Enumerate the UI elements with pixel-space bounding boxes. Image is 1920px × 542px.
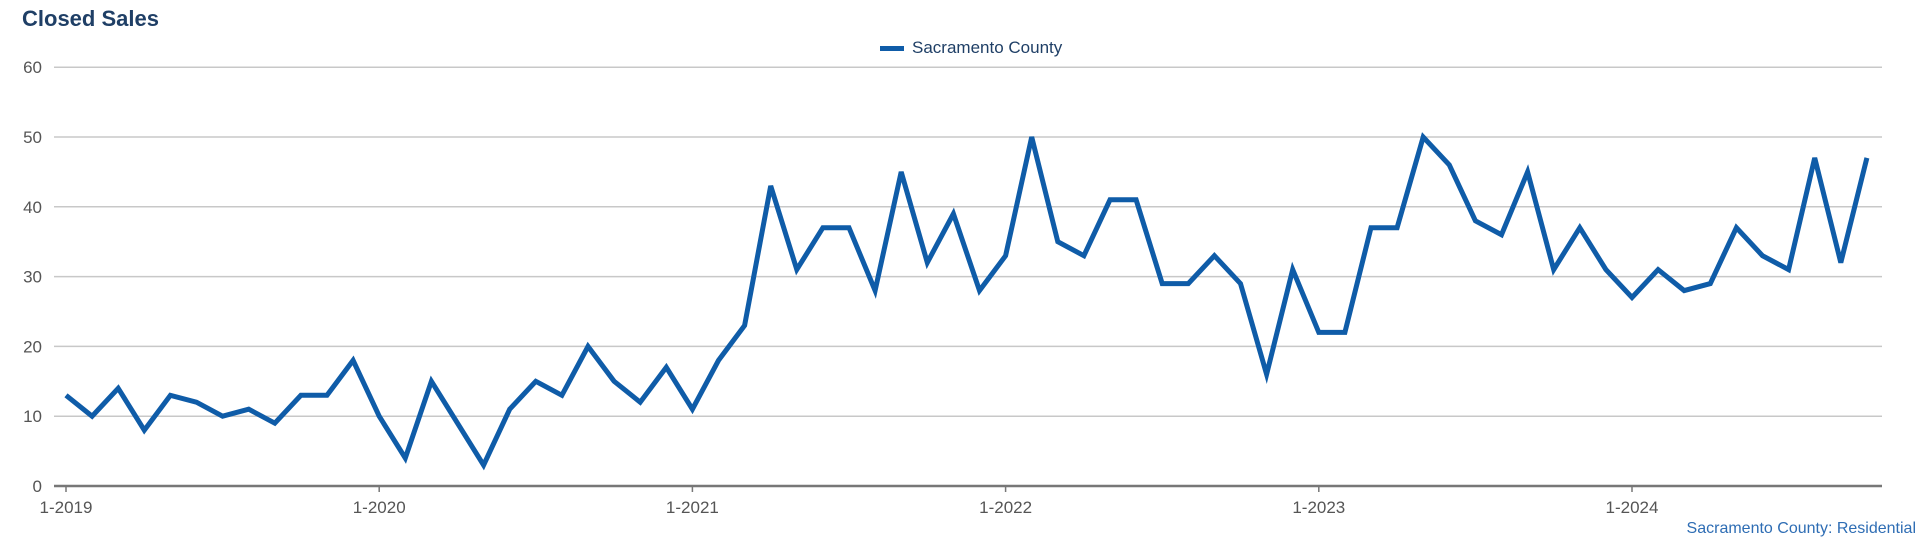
source-note: Sacramento County: Residential (1686, 520, 1916, 537)
data-point[interactable] (1525, 169, 1531, 175)
data-point[interactable] (272, 420, 278, 426)
data-point[interactable] (1603, 267, 1609, 273)
data-point[interactable] (1420, 134, 1426, 140)
data-point[interactable] (611, 378, 617, 384)
data-point[interactable] (1812, 155, 1818, 161)
data-point[interactable] (1733, 225, 1739, 231)
data-point[interactable] (1107, 197, 1113, 203)
x-tick-label: 1-2022 (979, 498, 1032, 517)
data-point[interactable] (194, 399, 200, 405)
y-tick-label: 60 (23, 58, 42, 77)
x-tick-label: 1-2021 (666, 498, 719, 517)
x-tick-label: 1-2024 (1606, 498, 1659, 517)
y-tick-label: 50 (23, 128, 42, 147)
data-point[interactable] (1629, 295, 1635, 301)
data-point[interactable] (324, 392, 330, 398)
chart-title: Closed Sales (22, 6, 159, 31)
data-point[interactable] (1211, 253, 1217, 259)
data-point[interactable] (63, 392, 69, 398)
data-point[interactable] (1577, 225, 1583, 231)
y-tick-label: 0 (33, 477, 42, 496)
data-point[interactable] (1055, 239, 1061, 245)
y-tick-label: 30 (23, 268, 42, 287)
data-point[interactable] (481, 462, 487, 468)
data-point[interactable] (350, 357, 356, 363)
data-point[interactable] (1864, 155, 1870, 161)
data-point[interactable] (533, 378, 539, 384)
data-point[interactable] (402, 455, 408, 461)
data-point[interactable] (1499, 232, 1505, 238)
data-point[interactable] (141, 427, 147, 433)
data-point[interactable] (585, 343, 591, 349)
data-point[interactable] (1290, 267, 1296, 273)
data-point[interactable] (794, 267, 800, 273)
data-point[interactable] (1838, 260, 1844, 266)
data-point[interactable] (742, 322, 748, 328)
data-point[interactable] (1472, 218, 1478, 224)
y-axis: 0 10 20 30 40 50 60 (23, 58, 42, 496)
data-point[interactable] (89, 413, 95, 419)
data-point[interactable] (1786, 267, 1792, 273)
series-layer (63, 132, 1870, 471)
data-point[interactable] (455, 420, 461, 426)
data-point[interactable] (716, 357, 722, 363)
data-point[interactable] (1316, 329, 1322, 335)
x-tick-label: 1-2023 (1292, 498, 1345, 517)
data-point[interactable] (689, 406, 695, 412)
data-point[interactable] (1264, 371, 1270, 377)
data-point[interactable] (1681, 288, 1687, 294)
data-point[interactable] (1185, 281, 1191, 287)
x-tick-label: 1-2020 (353, 498, 406, 517)
data-point[interactable] (428, 378, 434, 384)
x-tick-label: 1-2019 (40, 498, 93, 517)
data-point[interactable] (1159, 281, 1165, 287)
data-point[interactable] (559, 392, 565, 398)
data-point[interactable] (1368, 225, 1374, 231)
data-point[interactable] (663, 364, 669, 370)
data-point[interactable] (820, 225, 826, 231)
gridlines (54, 66, 1882, 488)
data-point[interactable] (507, 406, 513, 412)
data-point[interactable] (1394, 225, 1400, 231)
data-point[interactable] (1760, 253, 1766, 259)
data-point[interactable] (1133, 197, 1139, 203)
legend-label: Sacramento County (912, 38, 1063, 57)
data-point[interactable] (1551, 267, 1557, 273)
data-point[interactable] (924, 260, 930, 266)
legend[interactable]: Sacramento County (880, 38, 1062, 58)
data-point[interactable] (1707, 281, 1713, 287)
data-point[interactable] (1003, 253, 1009, 259)
data-point[interactable] (977, 288, 983, 294)
data-point[interactable] (1081, 253, 1087, 259)
data-point[interactable] (898, 169, 904, 175)
data-point[interactable] (846, 225, 852, 231)
data-point[interactable] (246, 406, 252, 412)
data-point[interactable] (637, 399, 643, 405)
data-point[interactable] (768, 183, 774, 189)
data-point[interactable] (1342, 329, 1348, 335)
data-point[interactable] (376, 413, 382, 419)
y-tick-label: 40 (23, 198, 42, 217)
data-point[interactable] (1029, 134, 1035, 140)
data-point[interactable] (1446, 162, 1452, 168)
data-point[interactable] (167, 392, 173, 398)
data-point[interactable] (115, 385, 121, 391)
legend-swatch (880, 45, 904, 51)
data-point[interactable] (950, 211, 956, 217)
x-axis: 1-2019 1-2020 1-2021 1-2022 1-2023 1-2024 (40, 486, 1659, 517)
y-tick-label: 20 (23, 337, 42, 356)
data-point[interactable] (1655, 267, 1661, 273)
data-point[interactable] (872, 288, 878, 294)
y-tick-label: 10 (23, 407, 42, 426)
data-point[interactable] (220, 413, 226, 419)
data-point[interactable] (298, 392, 304, 398)
series-line-sacramento-county[interactable] (64, 132, 1870, 471)
data-point[interactable] (1238, 281, 1244, 287)
